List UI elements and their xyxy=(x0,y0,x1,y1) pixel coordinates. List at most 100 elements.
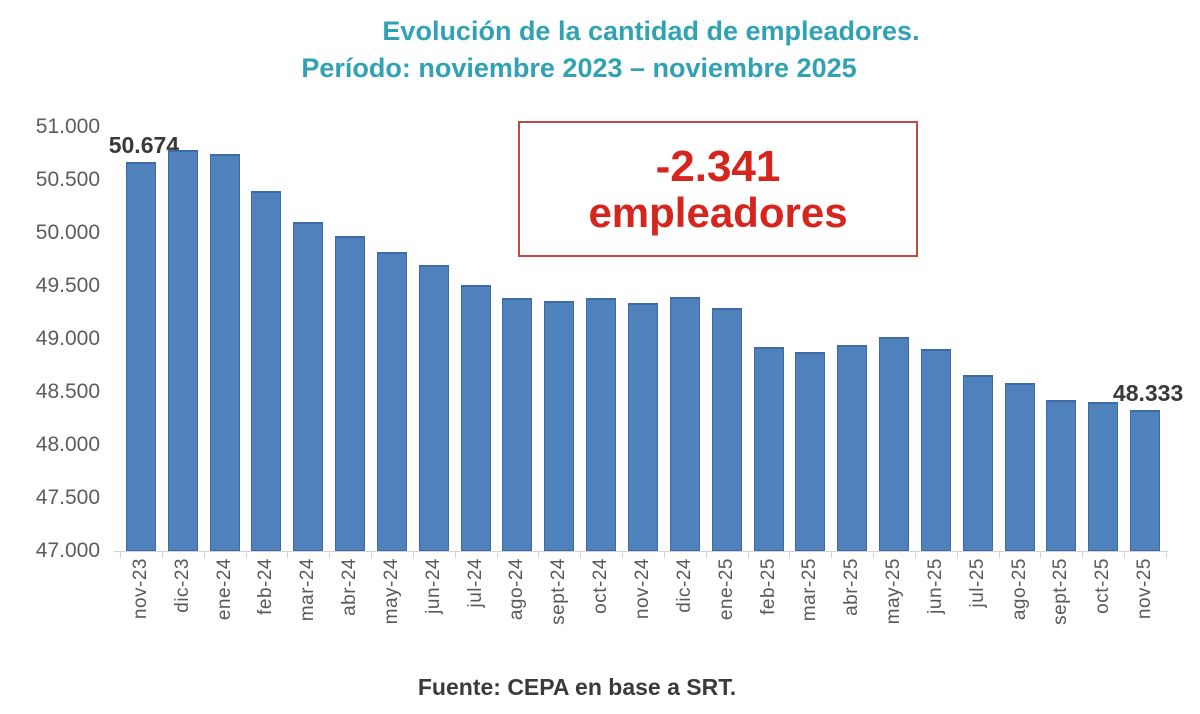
y-axis-tick-label: 47.500 xyxy=(35,486,100,509)
x-axis-tick xyxy=(496,552,498,558)
y-axis-tick-label: 47.000 xyxy=(35,539,100,562)
x-axis-tick xyxy=(287,552,289,558)
bar xyxy=(669,296,700,551)
x-axis-category-label: abr-25 xyxy=(839,558,865,616)
x-axis-category-label: jun-24 xyxy=(421,558,447,614)
x-axis-category-text: ago-24 xyxy=(506,558,528,621)
bar-value-label: 50.674 xyxy=(108,131,180,158)
x-axis-category-label: ago-25 xyxy=(1007,558,1033,620)
x-axis-tick xyxy=(1166,552,1167,558)
x-axis-category-text: abr-24 xyxy=(339,558,361,616)
bar xyxy=(1130,409,1161,551)
bar xyxy=(586,298,617,551)
x-axis-line xyxy=(114,551,1168,552)
x-axis-category-label: sept-24 xyxy=(546,558,572,625)
source-caption: Fuente: CEPA en base a SRT. xyxy=(417,674,737,700)
x-axis-tick xyxy=(998,552,1000,558)
bar-value-label: 48.333 xyxy=(1112,379,1184,406)
x-axis-category-text: may-25 xyxy=(883,558,905,625)
x-axis-tick xyxy=(161,552,163,558)
x-axis-category-label: jun-25 xyxy=(923,558,949,614)
chart-title: Evolución de la cantidad de empleadores. xyxy=(382,16,920,46)
x-axis-category-text: abr-25 xyxy=(841,558,863,616)
x-axis-category-text: ene-24 xyxy=(213,558,235,621)
x-axis-tick xyxy=(1124,552,1126,558)
x-axis-category-label: dic-23 xyxy=(170,558,196,613)
x-axis-tick xyxy=(789,552,791,558)
x-axis-category-label: abr-24 xyxy=(337,558,363,616)
annotation-label: empleadores xyxy=(588,189,848,237)
bar xyxy=(209,153,240,551)
bar xyxy=(628,303,658,551)
chart-subtitle: Período: noviembre 2023 – noviembre 2025 xyxy=(301,53,857,83)
bar xyxy=(920,348,951,551)
x-axis-tick xyxy=(747,552,749,558)
bar xyxy=(544,301,575,551)
bar xyxy=(376,252,407,551)
x-axis-category-text: nov-25 xyxy=(1134,558,1156,620)
x-axis-tick xyxy=(622,552,624,558)
x-axis-category-text: mar-24 xyxy=(297,558,319,622)
y-axis-tick-label: 49.000 xyxy=(35,327,100,350)
x-axis-category-text: nov-24 xyxy=(632,558,653,620)
x-axis-tick xyxy=(454,552,456,558)
x-axis-tick xyxy=(1040,552,1042,558)
x-axis-category-label: nov-23 xyxy=(128,558,154,619)
y-axis-tick-label: 48.500 xyxy=(35,380,100,403)
x-axis-tick xyxy=(203,552,205,558)
bar xyxy=(879,336,910,551)
y-axis-tick-label: 51.000 xyxy=(35,115,100,138)
bar xyxy=(335,235,366,551)
bar xyxy=(711,308,742,551)
x-axis-category-text: may-24 xyxy=(380,558,402,625)
bar xyxy=(125,161,156,551)
bar xyxy=(1004,382,1035,551)
y-axis-tick-label: 48.000 xyxy=(35,433,100,456)
x-axis-category-text: sept-25 xyxy=(1050,558,1072,625)
x-axis-category-label: nov-24 xyxy=(630,558,656,619)
x-axis-tick xyxy=(663,552,665,558)
x-axis-category-label: may-24 xyxy=(379,558,405,624)
y-axis-tick-label: 50.000 xyxy=(35,221,100,244)
x-axis-category-label: may-25 xyxy=(881,558,907,624)
x-axis-category-text: dic-24 xyxy=(673,558,695,613)
x-axis-category-label: ago-24 xyxy=(504,558,530,620)
x-axis-tick xyxy=(956,552,958,558)
x-axis-category-label: sept-25 xyxy=(1048,558,1074,625)
x-axis-category-text: jun-25 xyxy=(924,558,946,614)
x-axis-tick xyxy=(914,552,916,558)
x-axis-category-text: oct-25 xyxy=(1092,558,1114,614)
bar xyxy=(502,298,533,551)
annotation-box: -2.341 empleadores xyxy=(518,121,918,257)
bar xyxy=(293,222,324,551)
x-axis-category-label: jul-24 xyxy=(463,558,489,607)
annotation-value: -2.341 xyxy=(655,141,781,191)
x-axis-category-text: nov-23 xyxy=(129,558,151,620)
x-axis-tick xyxy=(580,552,582,558)
x-axis-category-label: feb-24 xyxy=(253,558,279,615)
x-axis-category-text: jul-24 xyxy=(464,558,486,608)
x-axis-category-text: dic-23 xyxy=(171,558,193,613)
x-axis-category-label: mar-25 xyxy=(797,558,823,621)
bar xyxy=(167,150,198,551)
y-axis-tick-label: 50.500 xyxy=(35,168,100,191)
x-axis-category-text: feb-24 xyxy=(255,558,277,615)
x-axis-category-label: mar-24 xyxy=(295,558,321,621)
x-axis-category-text: jul-25 xyxy=(966,558,988,608)
x-axis-category-label: jul-25 xyxy=(965,558,991,607)
x-axis-category-text: mar-25 xyxy=(799,558,821,622)
x-axis-category-text: ago-25 xyxy=(1008,558,1030,621)
bar xyxy=(460,285,491,551)
bar xyxy=(837,344,868,551)
bar xyxy=(753,347,784,551)
x-axis-category-text: sept-24 xyxy=(548,558,570,625)
x-axis-tick xyxy=(873,552,875,558)
bar xyxy=(1088,402,1119,551)
x-axis-category-label: ene-24 xyxy=(212,558,238,620)
x-axis-tick xyxy=(371,552,373,558)
x-axis-category-label: feb-25 xyxy=(756,558,782,615)
x-axis-category-label: dic-24 xyxy=(672,558,698,613)
bar xyxy=(795,351,826,551)
